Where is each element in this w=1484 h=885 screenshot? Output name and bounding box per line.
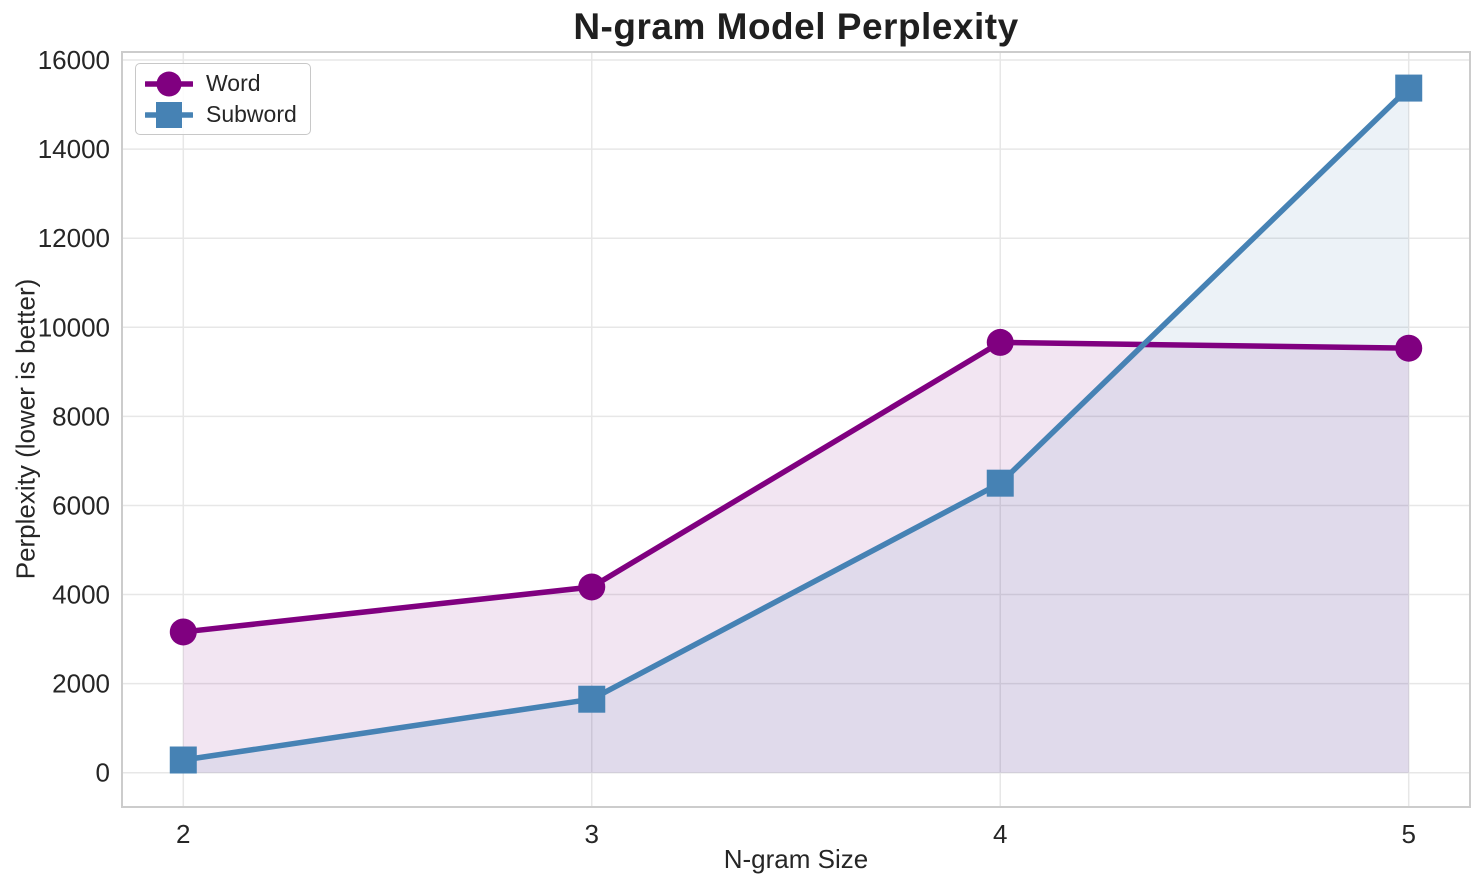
y-tick-label: 14000 xyxy=(38,134,110,164)
legend-label-word: Word xyxy=(206,70,261,96)
x-axis-label: N-gram Size xyxy=(723,844,869,874)
word-data-point xyxy=(986,328,1014,356)
plot-border xyxy=(121,51,1471,808)
legend: Word Subword xyxy=(135,63,311,135)
x-tick-label: 5 xyxy=(1401,819,1415,849)
word-series-line xyxy=(180,339,1412,635)
y-tick-label: 16000 xyxy=(38,45,110,75)
y-tick-label: 10000 xyxy=(38,312,110,342)
legend-label-subword: Subword xyxy=(206,101,297,127)
y-tick-label: 6000 xyxy=(52,490,110,520)
subword-area-fill xyxy=(183,88,1409,773)
word-data-point xyxy=(169,618,197,646)
y-tick-label: 2000 xyxy=(52,669,110,699)
y-tick-label: 0 xyxy=(96,758,110,788)
chart-title: N-gram Model Perplexity xyxy=(573,6,1019,47)
subword-data-point xyxy=(986,469,1014,497)
word-area-fill xyxy=(183,342,1409,773)
y-tick-label: 4000 xyxy=(52,580,110,610)
y-tick-label: 8000 xyxy=(52,401,110,431)
legend-item-subword: Subword xyxy=(145,100,297,129)
legend-item-word: Word xyxy=(145,69,297,98)
word-data-point xyxy=(1395,334,1423,362)
subword-data-point xyxy=(169,746,197,774)
subword-data-point xyxy=(1395,74,1423,102)
x-tick-label: 3 xyxy=(585,819,599,849)
x-tick-label: 2 xyxy=(176,819,190,849)
subword-data-point xyxy=(578,685,606,713)
subword-line-square-marker-icon xyxy=(145,101,193,128)
x-tick-label: 4 xyxy=(993,819,1007,849)
word-data-point xyxy=(578,573,606,601)
y-tick-label: 12000 xyxy=(38,223,110,253)
subword-series-line xyxy=(180,85,1412,763)
word-line-circle-marker-icon xyxy=(145,71,193,96)
